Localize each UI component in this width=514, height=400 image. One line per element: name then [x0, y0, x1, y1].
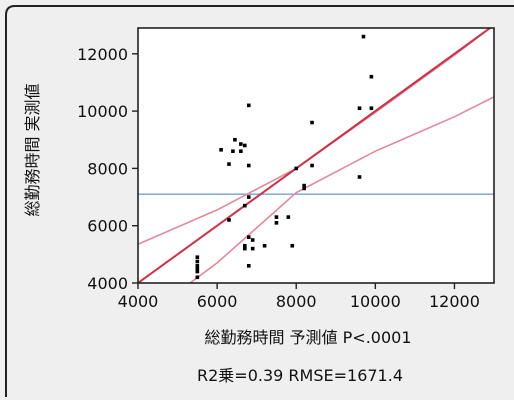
- data-point: [290, 243, 295, 248]
- y-tick-label: 10000: [77, 102, 128, 121]
- data-point: [294, 166, 299, 171]
- data-point: [219, 147, 223, 152]
- fit-line: [138, 28, 492, 283]
- x-tick-label: 4000: [118, 292, 159, 311]
- data-point: [243, 246, 247, 251]
- plot-frame: [137, 27, 495, 284]
- data-point: [369, 74, 374, 79]
- data-point: [310, 120, 314, 125]
- x-axis-label: 総勤務時間 予測値 P<.0001: [204, 328, 411, 347]
- data-point: [195, 259, 200, 264]
- confidence-lower-curve: [188, 96, 494, 283]
- data-point: [243, 143, 247, 148]
- data-point: [195, 275, 200, 280]
- data-point: [195, 264, 200, 268]
- y-tick-label: 4000: [87, 274, 128, 293]
- x-tick-label: 10000: [350, 292, 401, 311]
- data-point: [369, 106, 374, 111]
- data-point: [246, 163, 251, 168]
- data-point: [357, 175, 362, 179]
- data-point: [357, 106, 362, 111]
- outer-frame: [5, 5, 514, 397]
- data-point: [246, 103, 251, 108]
- data-point: [310, 163, 314, 168]
- data-point: [274, 221, 279, 225]
- data-point: [286, 215, 291, 219]
- data-point: [302, 186, 306, 191]
- y-tick-label: 12000: [77, 45, 128, 64]
- data-point: [246, 195, 251, 199]
- data-point: [195, 266, 200, 271]
- x-tick-label: 12000: [429, 292, 480, 311]
- data-point: [243, 243, 247, 248]
- data-point: [243, 203, 247, 208]
- data-point: [262, 243, 267, 248]
- data-point: [274, 215, 279, 219]
- data-point: [233, 137, 237, 142]
- data-point: [250, 246, 255, 251]
- y-tick-label: 8000: [87, 159, 128, 178]
- data-point: [227, 218, 231, 222]
- data-point: [361, 34, 366, 39]
- y-tick-label: 6000: [87, 217, 128, 236]
- x-tick-label: 6000: [197, 292, 238, 311]
- data-point: [302, 183, 306, 188]
- data-point: [195, 255, 200, 260]
- data-point: [231, 149, 235, 154]
- y-axis-label: 総勤務時間 実測値: [23, 83, 42, 216]
- data-point: [246, 235, 251, 239]
- x-tick-label: 8000: [276, 292, 317, 311]
- data-point: [239, 149, 243, 154]
- data-point: [239, 142, 243, 146]
- data-point: [250, 238, 255, 242]
- data-point: [227, 162, 231, 166]
- data-point: [195, 269, 200, 274]
- stats-label: R2乗=0.39 RMSE=1671.4: [197, 366, 403, 385]
- data-point: [246, 264, 251, 268]
